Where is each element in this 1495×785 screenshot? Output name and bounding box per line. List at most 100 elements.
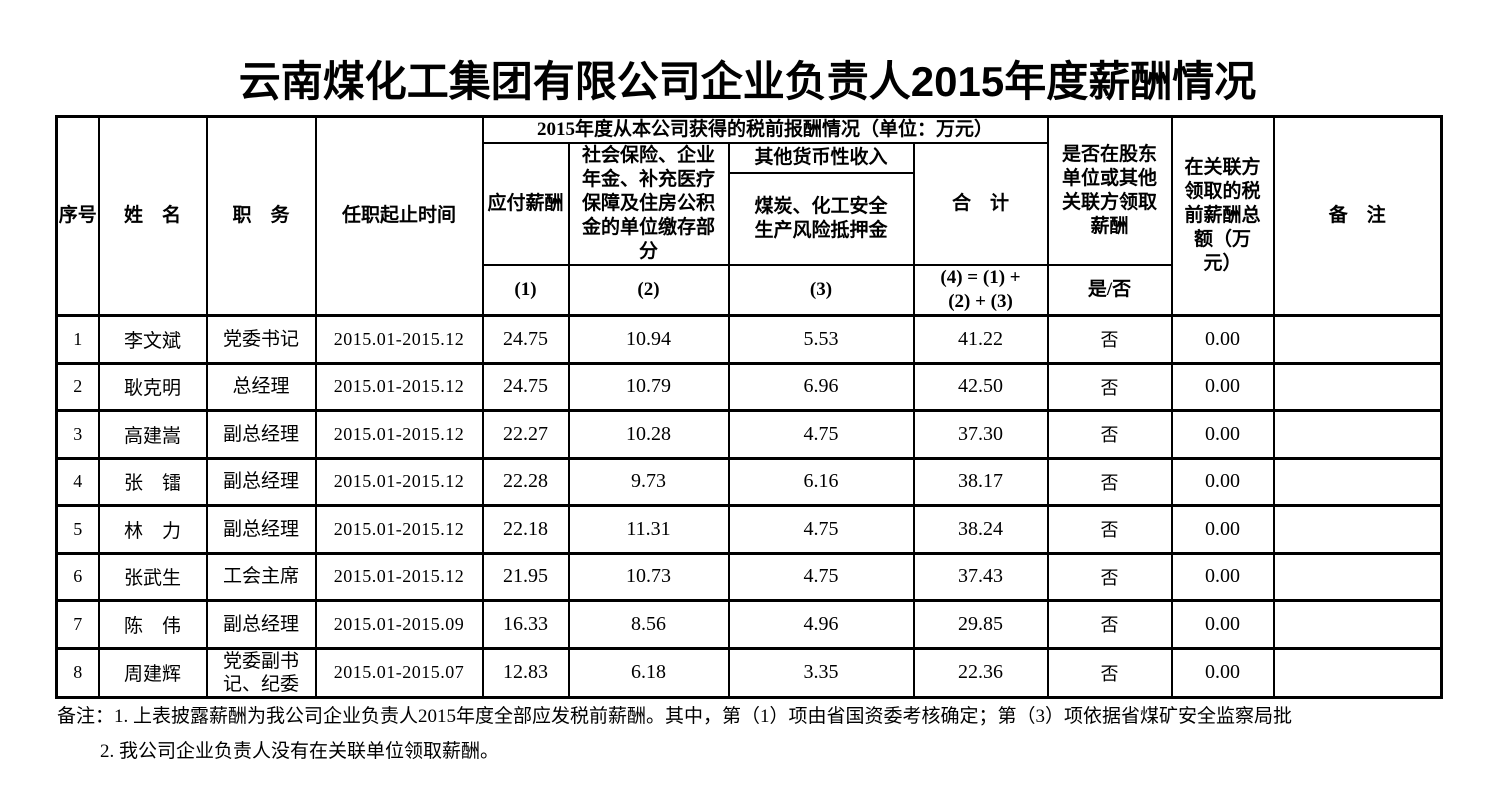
cell-name: 李文斌 [97, 314, 208, 365]
cell-related: 否 [1046, 551, 1173, 602]
cell-name: 林 力 [97, 504, 208, 555]
header-col1: (1) [481, 264, 570, 317]
cell-term: 2015.01-2015.12 [314, 314, 484, 365]
cell-social: 10.94 [567, 314, 730, 365]
cell-related-amount: 0.00 [1170, 646, 1275, 699]
cell-total: 42.50 [912, 361, 1049, 412]
cell-payable: 16.33 [481, 599, 570, 650]
cell-deposit: 4.75 [727, 409, 915, 460]
header-other-income: 其他货币性收入 [727, 142, 915, 174]
cell-position: 工会主席 [205, 551, 317, 602]
cell-payable: 24.75 [481, 314, 570, 365]
cell-seq: 8 [55, 646, 100, 699]
cell-seq: 3 [55, 409, 100, 460]
cell-total: 37.43 [912, 551, 1049, 602]
cell-remark [1272, 599, 1443, 650]
header-row-4: (1) (2) (3) (4) = (1) + (2) + (3) 是/否 [57, 264, 1442, 317]
cell-related: 否 [1046, 361, 1173, 412]
table-row: 8 周建辉 党委副书记、纪委 2015.01-2015.07 12.83 6.18 3.35… [55, 646, 1443, 699]
cell-social: 8.56 [567, 599, 730, 650]
cell-term: 2015.01-2015.12 [314, 361, 484, 412]
footnotes: 备注：1. 上表披露薪酬为我公司企业负责人2015年度全部应发税前薪酬。其中，第… [57, 699, 1495, 769]
cell-seq: 1 [55, 314, 100, 365]
cell-total: 41.22 [912, 314, 1049, 365]
cell-position: 党委书记 [205, 314, 317, 365]
header-name: 姓 名 [97, 115, 208, 317]
table-row: 3 高建嵩 副总经理 2015.01-2015.12 22.27 10.28 4.75 37.… [55, 409, 1443, 460]
cell-deposit: 6.16 [727, 456, 915, 507]
header-group-pretax: 2015年度从本公司获得的税前报酬情况（单位：万元） [481, 115, 1049, 144]
cell-payable: 21.95 [481, 551, 570, 602]
header-safety-deposit: 煤炭、化工安全生产风险抵押金 [727, 171, 915, 267]
cell-remark [1272, 361, 1443, 412]
footnote-text-1: 1. 上表披露薪酬为我公司企业负责人2015年度全部应发税前薪酬。其中，第（1）… [114, 706, 1293, 727]
cell-social: 10.73 [567, 551, 730, 602]
cell-position: 副总经理 [205, 504, 317, 555]
cell-payable: 12.83 [481, 646, 570, 699]
salary-table: 序号 姓 名 职 务 任职起止时间 2015年度从本公司获得的税前报酬情况（单位… [55, 115, 1444, 699]
cell-social: 10.79 [567, 361, 730, 412]
header-total: 合 计 [912, 142, 1049, 266]
header-row-3: 煤炭、化工安全生产风险抵押金 [57, 171, 1442, 267]
cell-deposit: 3.35 [727, 646, 915, 699]
cell-position: 副总经理 [205, 599, 317, 650]
header-remarks: 备 注 [1272, 115, 1443, 317]
cell-seq: 2 [55, 361, 100, 412]
cell-related: 否 [1046, 409, 1173, 460]
header-position: 职 务 [205, 115, 317, 317]
cell-name: 张武生 [97, 551, 208, 602]
cell-position: 总经理 [205, 361, 317, 412]
cell-seq: 7 [55, 599, 100, 650]
header-col2: (2) [567, 264, 730, 317]
table-row: 1 李文斌 党委书记 2015.01-2015.12 24.75 10.94 5.53 41.… [55, 314, 1443, 365]
cell-name: 周建辉 [97, 646, 208, 699]
table-row: 2 耿克明 总经理 2015.01-2015.12 24.75 10.79 6.96 42.5… [55, 361, 1443, 412]
cell-related: 否 [1046, 646, 1173, 699]
cell-remark [1272, 646, 1443, 699]
cell-term: 2015.01-2015.12 [314, 456, 484, 507]
cell-related: 否 [1046, 314, 1173, 365]
footnote-line-1: 备注：1. 上表披露薪酬为我公司企业负责人2015年度全部应发税前薪酬。其中，第… [57, 699, 1495, 734]
cell-position: 党委副书记、纪委 [205, 646, 317, 699]
cell-total: 37.30 [912, 409, 1049, 460]
header-social-insurance: 社会保险、企业年金、补充医疗保障及住房公积金的单位缴存部分 [567, 142, 730, 266]
header-related-question: 是否在股东单位或其他关联方领取薪酬 [1046, 115, 1173, 266]
cell-social: 10.28 [567, 409, 730, 460]
header-term: 任职起止时间 [314, 115, 484, 317]
cell-remark [1272, 504, 1443, 555]
page-title: 云南煤化工集团有限公司企业负责人2015年度薪酬情况 [238, 58, 1257, 105]
cell-term: 2015.01-2015.07 [314, 646, 484, 699]
header-payable: 应付薪酬 [481, 142, 570, 266]
cell-term: 2015.01-2015.12 [314, 551, 484, 602]
cell-total: 38.24 [912, 504, 1049, 555]
header-related-amount: 在关联方领取的税前薪酬总额（万元） [1170, 115, 1275, 317]
cell-payable: 24.75 [481, 361, 570, 412]
cell-social: 9.73 [567, 456, 730, 507]
cell-seq: 5 [55, 504, 100, 555]
cell-social: 11.31 [567, 504, 730, 555]
cell-deposit: 4.75 [727, 504, 915, 555]
cell-term: 2015.01-2015.12 [314, 409, 484, 460]
table-header: 序号 姓 名 职 务 任职起止时间 2015年度从本公司获得的税前报酬情况（单位… [55, 115, 1443, 317]
cell-related-amount: 0.00 [1170, 456, 1275, 507]
header-row-1: 序号 姓 名 职 务 任职起止时间 2015年度从本公司获得的税前报酬情况（单位… [55, 115, 1443, 317]
cell-seq: 4 [55, 456, 100, 507]
footnote-prefix: 备注： [57, 706, 115, 727]
cell-name: 陈 伟 [97, 599, 208, 650]
cell-deposit: 4.75 [727, 551, 915, 602]
cell-related-amount: 0.00 [1170, 314, 1275, 365]
header-seq: 序号 [55, 115, 100, 317]
header-row-2: 应付薪酬 社会保险、企业年金、补充医疗保障及住房公积金的单位缴存部分 其他货币性… [57, 142, 1442, 266]
cell-related-amount: 0.00 [1170, 409, 1275, 460]
table-row: 6 张武生 工会主席 2015.01-2015.12 21.95 10.73 4.75 37.… [55, 551, 1443, 602]
footnote-line-2: 2. 我公司企业负责人没有在关联单位领取薪酬。 [100, 741, 500, 762]
cell-related-amount: 0.00 [1170, 551, 1275, 602]
cell-deposit: 4.96 [727, 599, 915, 650]
cell-remark [1272, 314, 1443, 365]
cell-name: 耿克明 [97, 361, 208, 412]
cell-position: 副总经理 [205, 409, 317, 460]
